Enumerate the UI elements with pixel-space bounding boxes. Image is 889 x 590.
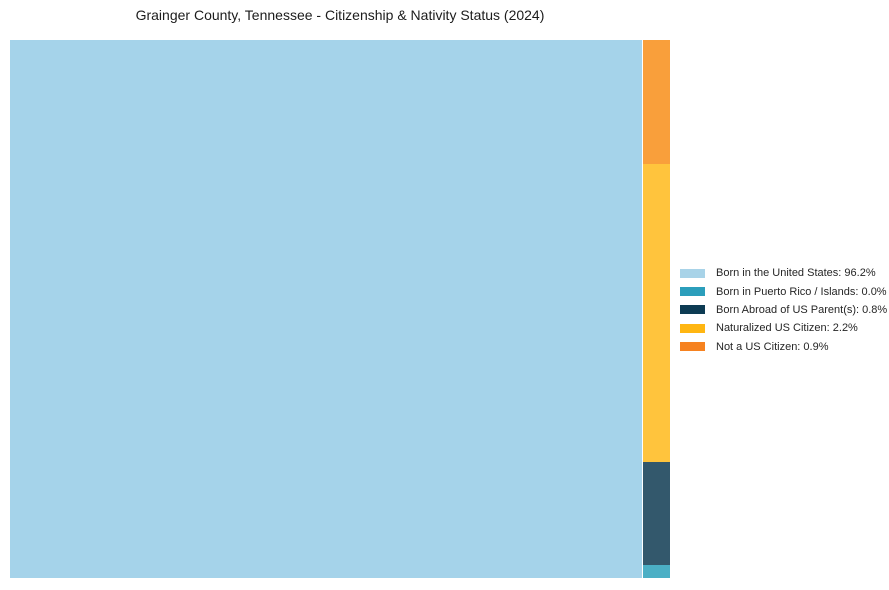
treemap-chart-area bbox=[10, 40, 670, 578]
legend-item: Not a US Citizen: 0.9% bbox=[680, 338, 887, 356]
legend-swatch-icon bbox=[680, 287, 705, 297]
legend-label: Naturalized US Citizen: 2.2% bbox=[716, 322, 858, 335]
chart-title: Grainger County, Tennessee - Citizenship… bbox=[135, 7, 545, 23]
treemap-segment-born-in-puerto-rico-islands bbox=[642, 565, 670, 578]
legend-label: Not a US Citizen: 0.9% bbox=[716, 340, 829, 353]
treemap-segment-naturalized-us-citizen bbox=[642, 163, 670, 462]
legend-swatch-icon bbox=[680, 268, 705, 278]
treemap-segment-not-a-us-citizen bbox=[642, 40, 670, 164]
legend-swatch-icon bbox=[680, 305, 705, 315]
legend-item: Born in Puerto Rico / Islands: 0.0% bbox=[680, 282, 887, 300]
legend-item: Born Abroad of US Parent(s): 0.8% bbox=[680, 301, 887, 319]
legend-label: Born in Puerto Rico / Islands: 0.0% bbox=[716, 285, 887, 298]
treemap-segment-born-in-the-united-states bbox=[10, 40, 642, 578]
chart-legend: Born in the United States: 96.2% Born in … bbox=[680, 264, 887, 356]
legend-item: Naturalized US Citizen: 2.2% bbox=[680, 319, 887, 337]
legend-swatch-icon bbox=[680, 323, 705, 333]
legend-item: Born in the United States: 96.2% bbox=[680, 264, 887, 282]
legend-label: Born Abroad of US Parent(s): 0.8% bbox=[716, 303, 888, 316]
legend-swatch-icon bbox=[680, 342, 705, 352]
legend-label: Born in the United States: 96.2% bbox=[716, 267, 876, 280]
treemap-segment-born-abroad-of-us-parent-s bbox=[642, 462, 670, 565]
